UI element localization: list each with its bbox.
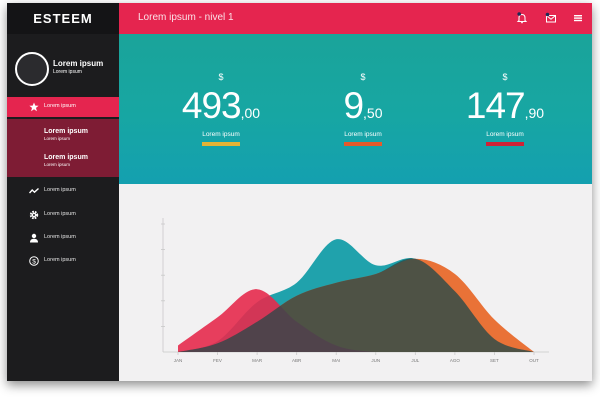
user-icon <box>30 233 38 243</box>
x-tick-label: MAR <box>252 358 263 363</box>
stat-value: 9,50 <box>303 86 423 133</box>
app-window: ESTEEM Lorem ipsum Lorem ipsum Lorem ips… <box>7 3 592 381</box>
menu-icon[interactable] <box>572 12 584 24</box>
x-tick-label: JAN <box>174 358 183 363</box>
sidebar-item-dollar[interactable]: $ Lorem ipsum <box>7 251 119 271</box>
stat-integer: 493 <box>181 85 242 126</box>
top-bar: Lorem ipsum - nivel 1 <box>119 3 592 34</box>
stat-label: Lorem ipsum <box>344 131 382 138</box>
avatar[interactable] <box>15 52 49 86</box>
stat-label: Lorem ipsum <box>202 131 240 138</box>
gear-icon <box>29 210 39 220</box>
area-chart-svg: JAN FEV MAR ABR MAI JUN JUL AGO SET OUT <box>161 218 549 363</box>
submenu-item-subtitle: Lorem ipsum <box>44 136 71 141</box>
stat-underline <box>344 142 382 146</box>
stat-label: Lorem ipsum <box>486 131 524 138</box>
sidebar-item-label: Lorem ipsum <box>44 187 76 193</box>
stat-underline <box>202 142 240 146</box>
trend-icon <box>29 187 39 194</box>
stat-integer: 9 <box>343 85 364 126</box>
stat-integer: 147 <box>465 85 526 126</box>
sidebar-item-star[interactable]: Lorem ipsum <box>7 97 119 117</box>
sidebar-item-label: Lorem ipsum <box>44 103 76 109</box>
sidebar-item-label: Lorem ipsum <box>44 234 76 240</box>
stat-currency: $ <box>218 72 224 82</box>
star-icon <box>29 102 39 112</box>
stat-currency: $ <box>502 72 508 82</box>
user-profile[interactable]: Lorem ipsum Lorem ipsum <box>7 34 119 96</box>
sidebar-item-trend[interactable]: Lorem ipsum <box>7 181 119 201</box>
area-chart: JAN FEV MAR ABR MAI JUN JUL AGO SET OUT <box>119 184 592 381</box>
x-tick-label: JUN <box>371 358 380 363</box>
stat-underline <box>486 142 524 146</box>
x-tick-label: OUT <box>529 358 539 363</box>
stat-value: 147,90 <box>445 86 565 133</box>
svg-text:$: $ <box>32 258 36 265</box>
x-tick-label: SET <box>490 358 499 363</box>
submenu-item-subtitle: Lorem ipsum <box>44 162 71 167</box>
bell-icon[interactable] <box>516 12 528 24</box>
submenu-item-title: Lorem ipsum <box>44 154 88 161</box>
x-tick-label: MAI <box>332 358 340 363</box>
x-tick-label: FEV <box>213 358 222 363</box>
profile-name: Lorem ipsum <box>53 59 104 68</box>
dollar-icon: $ <box>29 256 39 266</box>
submenu: Lorem ipsum Lorem ipsum Lorem ipsum Lore… <box>7 119 119 177</box>
page-title: Lorem ipsum - nivel 1 <box>138 12 234 23</box>
sidebar-item-user[interactable]: Lorem ipsum <box>7 228 119 248</box>
stat-decimal: ,00 <box>240 105 261 121</box>
sidebar-item-settings[interactable]: Lorem ipsum <box>7 205 119 225</box>
stat-currency: $ <box>360 72 366 82</box>
brand-logo[interactable]: ESTEEM <box>7 3 119 34</box>
series-overlap <box>178 258 534 352</box>
stat-value: 493,00 <box>161 86 281 133</box>
mail-icon[interactable] <box>545 12 557 24</box>
submenu-item[interactable]: Lorem ipsum Lorem ipsum <box>44 128 88 141</box>
stat-decimal: ,90 <box>524 105 545 121</box>
sidebar: ESTEEM Lorem ipsum Lorem ipsum Lorem ips… <box>7 3 119 381</box>
x-tick-label: AGO <box>450 358 461 363</box>
stats-panel: $ 493,00 Lorem ipsum $ 9,50 Lorem ipsum … <box>119 34 592 184</box>
x-tick-label: ABR <box>292 358 302 363</box>
submenu-item-title: Lorem ipsum <box>44 128 88 135</box>
sidebar-item-label: Lorem ipsum <box>44 257 76 263</box>
profile-subtitle: Lorem ipsum <box>53 69 82 75</box>
stat-decimal: ,50 <box>363 105 383 121</box>
submenu-item[interactable]: Lorem ipsum Lorem ipsum <box>44 154 88 167</box>
x-tick-label: JUL <box>411 358 419 363</box>
sidebar-item-label: Lorem ipsum <box>44 211 76 217</box>
